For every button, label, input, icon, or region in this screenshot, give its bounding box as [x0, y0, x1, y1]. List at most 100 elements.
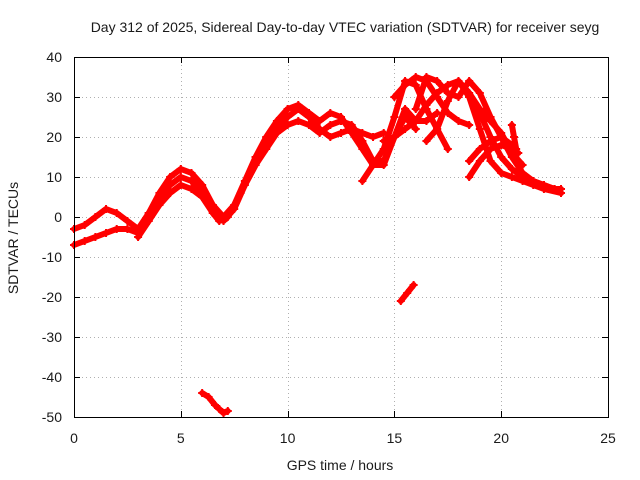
- data-point: [112, 209, 121, 217]
- data-point: [102, 205, 111, 213]
- data-point: [223, 407, 232, 415]
- data-point: [497, 153, 506, 161]
- data-point: [262, 133, 271, 141]
- data-point: [187, 169, 196, 177]
- y-axis-label: SDTVAR / TECUs: [5, 182, 21, 294]
- data-point: [422, 101, 431, 109]
- data-point: [155, 189, 164, 197]
- data-point: [510, 133, 519, 141]
- data-point: [497, 141, 506, 149]
- data-point: [486, 157, 495, 165]
- data-point: [507, 173, 516, 181]
- y-tick-label: 10: [46, 169, 62, 185]
- data-point: [80, 221, 89, 229]
- y-tick-label: 40: [46, 49, 62, 65]
- x-tick-label: 0: [70, 430, 78, 446]
- data-point: [390, 113, 399, 121]
- data-point: [176, 181, 185, 189]
- series-arc-l: [507, 121, 521, 153]
- x-tick-label: 5: [177, 430, 185, 446]
- data-point: [215, 405, 224, 413]
- data-point: [379, 145, 388, 153]
- data-point: [433, 89, 442, 97]
- data-point: [465, 121, 474, 129]
- data-point: [91, 233, 100, 241]
- x-tick-label: 20: [493, 430, 509, 446]
- data-point: [304, 109, 313, 117]
- series-arc-m: [396, 281, 418, 305]
- series-arc-c: [134, 113, 420, 241]
- data-point: [422, 117, 431, 125]
- data-point: [379, 157, 388, 165]
- data-point: [123, 217, 132, 225]
- data-point: [283, 121, 292, 129]
- data-point: [443, 97, 452, 105]
- data-point: [326, 121, 335, 129]
- data-point: [475, 125, 484, 133]
- data-point: [262, 145, 271, 153]
- data-point: [390, 93, 399, 101]
- data-point: [422, 137, 431, 145]
- data-point: [379, 137, 388, 145]
- data-point: [198, 389, 207, 397]
- series-arc-n: [198, 389, 232, 417]
- data-point: [497, 133, 506, 141]
- data-point: [465, 157, 474, 165]
- data-point: [198, 181, 207, 189]
- data-point: [507, 165, 516, 173]
- data-point: [80, 237, 89, 245]
- series-arc-k: [465, 133, 516, 165]
- data-point: [369, 133, 378, 141]
- data-point: [557, 185, 566, 193]
- data-point: [123, 225, 132, 233]
- y-tick-label: -50: [42, 409, 62, 425]
- data-point: [475, 145, 484, 153]
- y-tick-label: 30: [46, 89, 62, 105]
- data-point: [512, 145, 521, 153]
- y-tick-label: -20: [42, 289, 62, 305]
- data-point: [465, 93, 474, 101]
- data-point: [166, 189, 175, 197]
- x-tick-label: 10: [280, 430, 296, 446]
- data-point: [401, 113, 410, 121]
- data-point: [486, 145, 495, 153]
- data-point: [294, 101, 303, 109]
- data-point: [443, 81, 452, 89]
- data-point: [507, 121, 516, 129]
- y-tick-label: -40: [42, 369, 62, 385]
- data-point: [187, 185, 196, 193]
- data-point: [486, 137, 495, 145]
- data-point: [187, 177, 196, 185]
- data-series-layer: [70, 73, 566, 417]
- y-tick-label: -30: [42, 329, 62, 345]
- data-point: [411, 117, 420, 125]
- data-point: [208, 209, 217, 217]
- data-point: [337, 117, 345, 125]
- data-point: [390, 133, 399, 141]
- data-point: [411, 81, 420, 89]
- data-point: [315, 117, 324, 125]
- data-point: [198, 193, 207, 201]
- data-point: [283, 113, 292, 121]
- data-point: [518, 173, 527, 181]
- data-point: [454, 93, 463, 101]
- plot-frame: [74, 57, 609, 418]
- data-point: [369, 161, 378, 169]
- data-point: [102, 229, 111, 237]
- data-point: [91, 213, 100, 221]
- data-point: [155, 201, 164, 209]
- data-point: [443, 145, 452, 153]
- data-point: [347, 121, 356, 129]
- data-point: [465, 173, 474, 181]
- y-tick-label: 20: [46, 129, 62, 145]
- data-point: [176, 165, 185, 173]
- data-point: [454, 117, 463, 125]
- data-point: [486, 113, 495, 121]
- data-point: [272, 117, 281, 125]
- data-point: [475, 157, 484, 165]
- data-point: [358, 137, 367, 145]
- data-point: [411, 125, 420, 133]
- data-point: [304, 121, 313, 129]
- data-point: [409, 281, 418, 289]
